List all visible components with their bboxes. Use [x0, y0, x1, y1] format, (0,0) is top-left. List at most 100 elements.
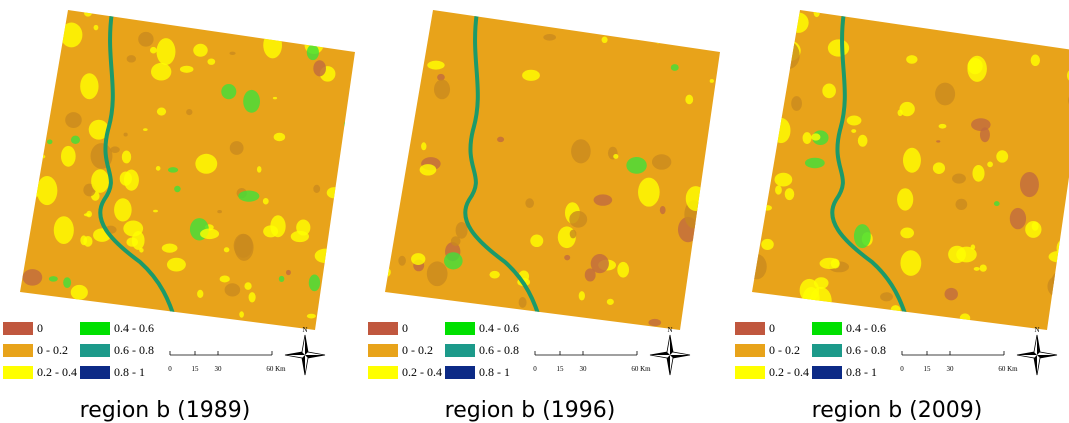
legend-label: 0.2 - 0.4	[37, 365, 77, 379]
land-patch	[938, 123, 947, 129]
land-patch	[593, 194, 613, 206]
legend-label: 0 - 0.2	[37, 343, 68, 357]
land-patch	[979, 127, 990, 143]
land-patch	[149, 46, 157, 54]
land-patch	[979, 264, 987, 272]
legend-label: 0.2 - 0.4	[769, 365, 809, 379]
land-patch	[282, 10, 300, 16]
land-patch	[155, 166, 161, 171]
land-patch	[313, 60, 326, 77]
land-patch	[88, 119, 109, 140]
land-patch	[385, 177, 393, 192]
land-patch	[131, 231, 145, 250]
land-patch	[306, 313, 316, 319]
land-patch	[857, 134, 868, 147]
land-patch	[221, 83, 237, 100]
land-patch	[22, 190, 39, 199]
land-patch	[263, 225, 279, 238]
land-patch	[27, 307, 34, 315]
legend-swatch	[812, 344, 842, 357]
land-patch	[326, 187, 342, 199]
land-patch	[123, 132, 128, 137]
land-patch	[771, 117, 791, 144]
land-patch	[60, 22, 83, 48]
land-patch	[20, 298, 25, 311]
land-patch	[967, 58, 983, 75]
land-patch	[906, 55, 918, 64]
land-patch	[802, 132, 812, 145]
land-patch	[343, 120, 350, 129]
land-patch	[944, 287, 958, 301]
land-patch	[385, 267, 391, 277]
legend-swatch	[80, 344, 110, 357]
land-patch	[219, 275, 230, 283]
north-arrow-shade	[285, 335, 325, 375]
land-patch	[752, 300, 769, 316]
land-patch	[455, 221, 468, 239]
north-label: N	[1034, 326, 1039, 334]
north-arrow-shade	[1017, 335, 1057, 375]
land-patch	[804, 157, 825, 169]
land-patch	[952, 173, 966, 184]
land-patch	[337, 24, 343, 32]
scale-label: 0	[168, 365, 172, 373]
land-patch	[777, 41, 800, 69]
land-patch	[759, 141, 769, 147]
legend-swatch	[445, 322, 475, 335]
scale-label: 15	[557, 365, 565, 373]
land-patch	[902, 147, 921, 173]
land-patch	[325, 10, 332, 13]
river	[830, 11, 912, 330]
north-arrow-shade	[650, 335, 690, 375]
land-patch	[973, 266, 980, 271]
land-patch	[987, 161, 993, 168]
land-patch	[239, 311, 244, 318]
land-patch	[518, 297, 527, 308]
land-patch	[761, 204, 773, 211]
land-patch	[345, 196, 355, 220]
land-patch	[1019, 171, 1039, 198]
land-patch	[569, 229, 577, 239]
land-patch	[822, 83, 836, 99]
land-patch	[256, 166, 262, 173]
legend-swatch	[735, 366, 765, 379]
land-patch	[110, 308, 118, 318]
land-patch	[306, 44, 319, 61]
land-patch	[897, 109, 903, 117]
land-patch	[948, 245, 966, 264]
land-patch	[993, 201, 1000, 207]
legend-swatch	[368, 322, 398, 335]
land-patch	[932, 162, 946, 175]
land-patch	[121, 150, 132, 164]
land-patch	[223, 247, 230, 253]
land-patch	[813, 10, 820, 18]
land-patch	[53, 216, 74, 244]
legend-swatch	[445, 366, 475, 379]
land-patch	[70, 135, 81, 145]
land-patch	[197, 289, 204, 298]
land-patch	[22, 269, 43, 286]
land-patch	[497, 136, 505, 143]
land-patch	[411, 253, 426, 265]
land-patch	[224, 283, 241, 297]
land-patch	[875, 13, 884, 22]
panel-caption: region b (1989)	[80, 398, 251, 423]
land-patch	[752, 253, 767, 280]
map-base	[20, 10, 355, 330]
land-patch	[153, 209, 158, 213]
land-patch	[564, 254, 571, 261]
north-label: N	[667, 326, 672, 334]
land-patch	[123, 10, 128, 13]
land-patch	[156, 107, 167, 116]
legend-label: 0.4 - 0.6	[479, 321, 519, 335]
land-patch	[584, 268, 596, 282]
legend-label: 0.8 - 1	[479, 365, 510, 379]
legend-label: 0.8 - 1	[114, 365, 145, 379]
legend-label: 0.2 - 0.4	[402, 365, 442, 379]
land-patch	[788, 12, 809, 33]
land-patch	[880, 292, 893, 302]
legend-label: 0.6 - 0.8	[479, 343, 519, 357]
land-patch	[942, 24, 950, 31]
land-patch	[648, 318, 662, 327]
land-patch	[200, 228, 220, 240]
